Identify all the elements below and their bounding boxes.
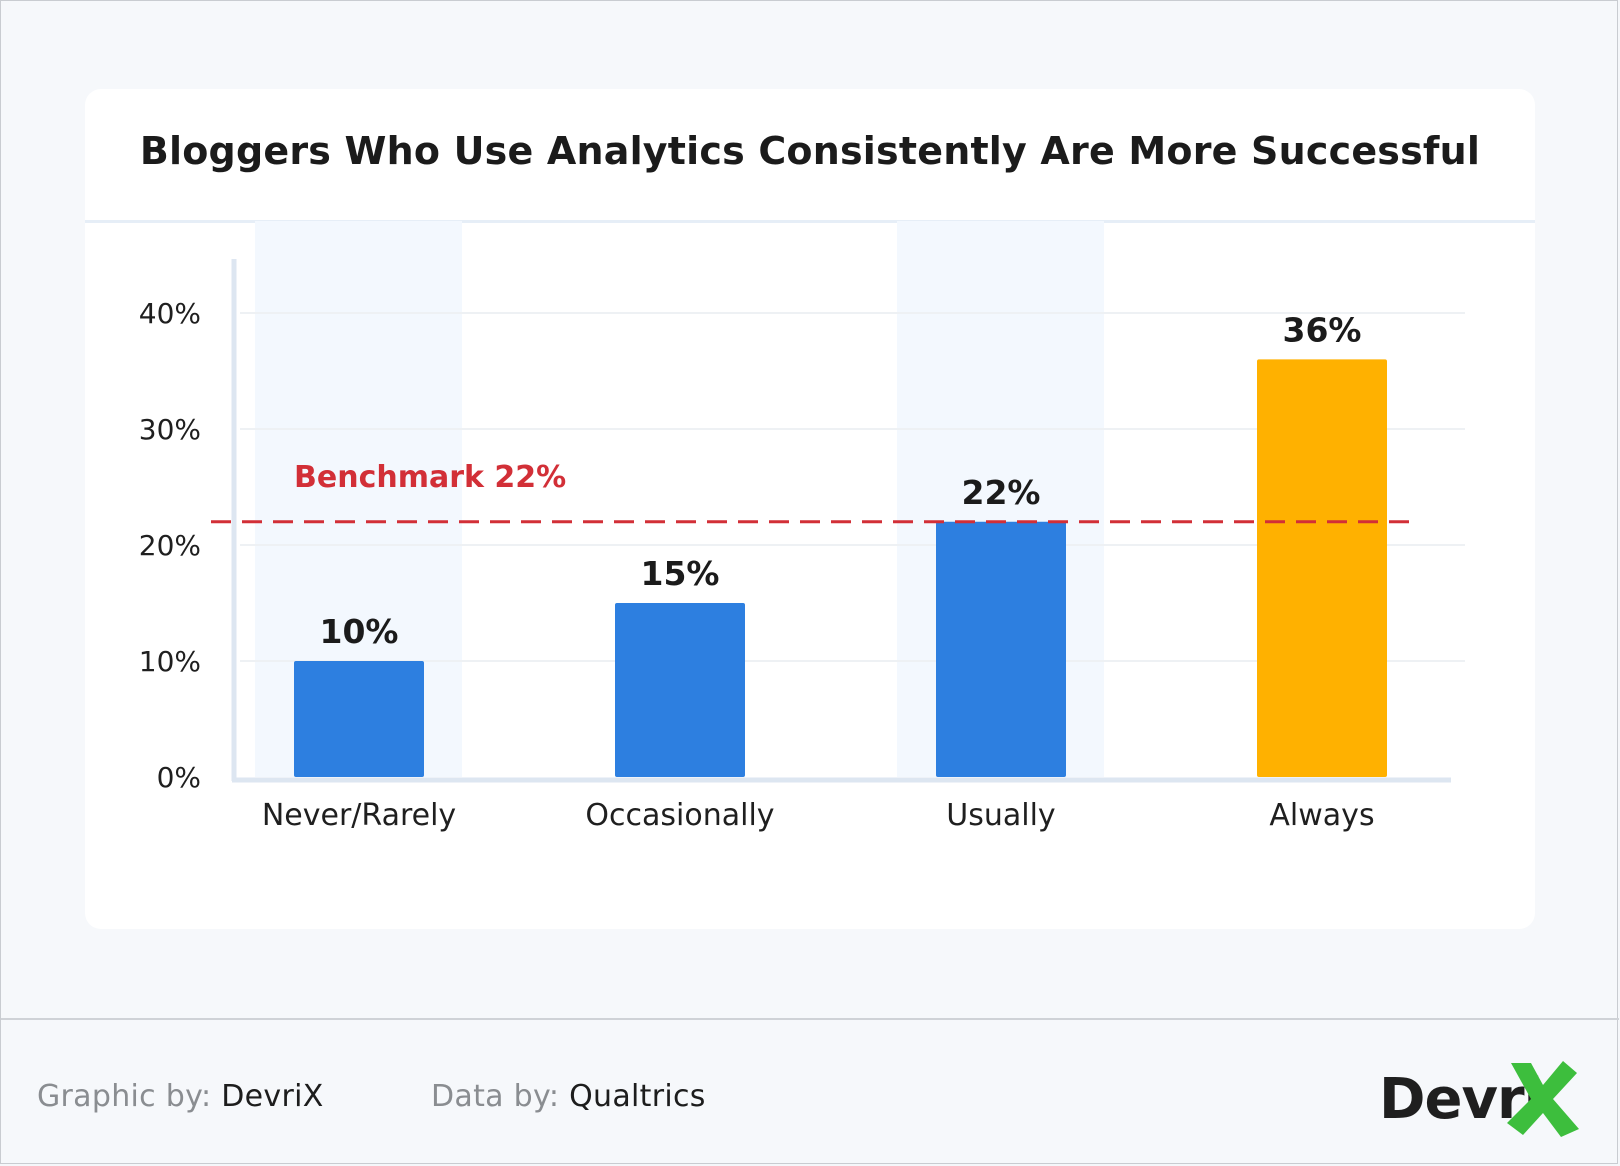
bar-chart: 0% 10% 20% 30% 40% 10% Never/Rarely 15% Occasion…: [139, 221, 1465, 833]
graphic-credit: Graphic by: DevriX: [37, 1079, 324, 1114]
chart-title: Bloggers Who Use Analytics Consistently …: [139, 129, 1481, 173]
bar-value-label: 22%: [962, 473, 1041, 512]
x-category-label: Occasionally: [585, 798, 774, 833]
y-tick-label: 30%: [139, 413, 201, 446]
graphic-credit-value: DevriX: [221, 1079, 324, 1114]
x-category-label: Always: [1269, 798, 1374, 833]
bar: [936, 521, 1066, 777]
bar: [294, 661, 424, 777]
bar: [1257, 359, 1387, 777]
data-credit-value: Qualtrics: [569, 1079, 706, 1114]
chart-card: Bloggers Who Use Analytics Consistently …: [85, 89, 1535, 929]
y-tick-label: 20%: [139, 529, 201, 562]
bar-value-label: 36%: [1283, 310, 1362, 349]
y-tick-label: 0%: [157, 761, 201, 794]
y-tick-label: 40%: [139, 297, 201, 330]
graphic-credit-label: Graphic by:: [37, 1079, 212, 1114]
footer-divider: [1, 1018, 1619, 1020]
benchmark-label: Benchmark 22%: [294, 460, 566, 495]
bar-value-label: 15%: [641, 554, 720, 593]
x-category-label: Usually: [946, 798, 1055, 833]
data-credit-label: Data by:: [431, 1079, 560, 1114]
title-divider: [85, 220, 1535, 223]
x-mark-icon: [1507, 1061, 1579, 1137]
bar-value-label: 10%: [320, 612, 399, 651]
devrix-logo: Devri: [1379, 1053, 1589, 1143]
bar: [615, 603, 745, 777]
data-credit: Data by: Qualtrics: [431, 1079, 706, 1114]
x-category-label: Never/Rarely: [262, 798, 456, 833]
y-tick-label: 10%: [139, 645, 201, 678]
